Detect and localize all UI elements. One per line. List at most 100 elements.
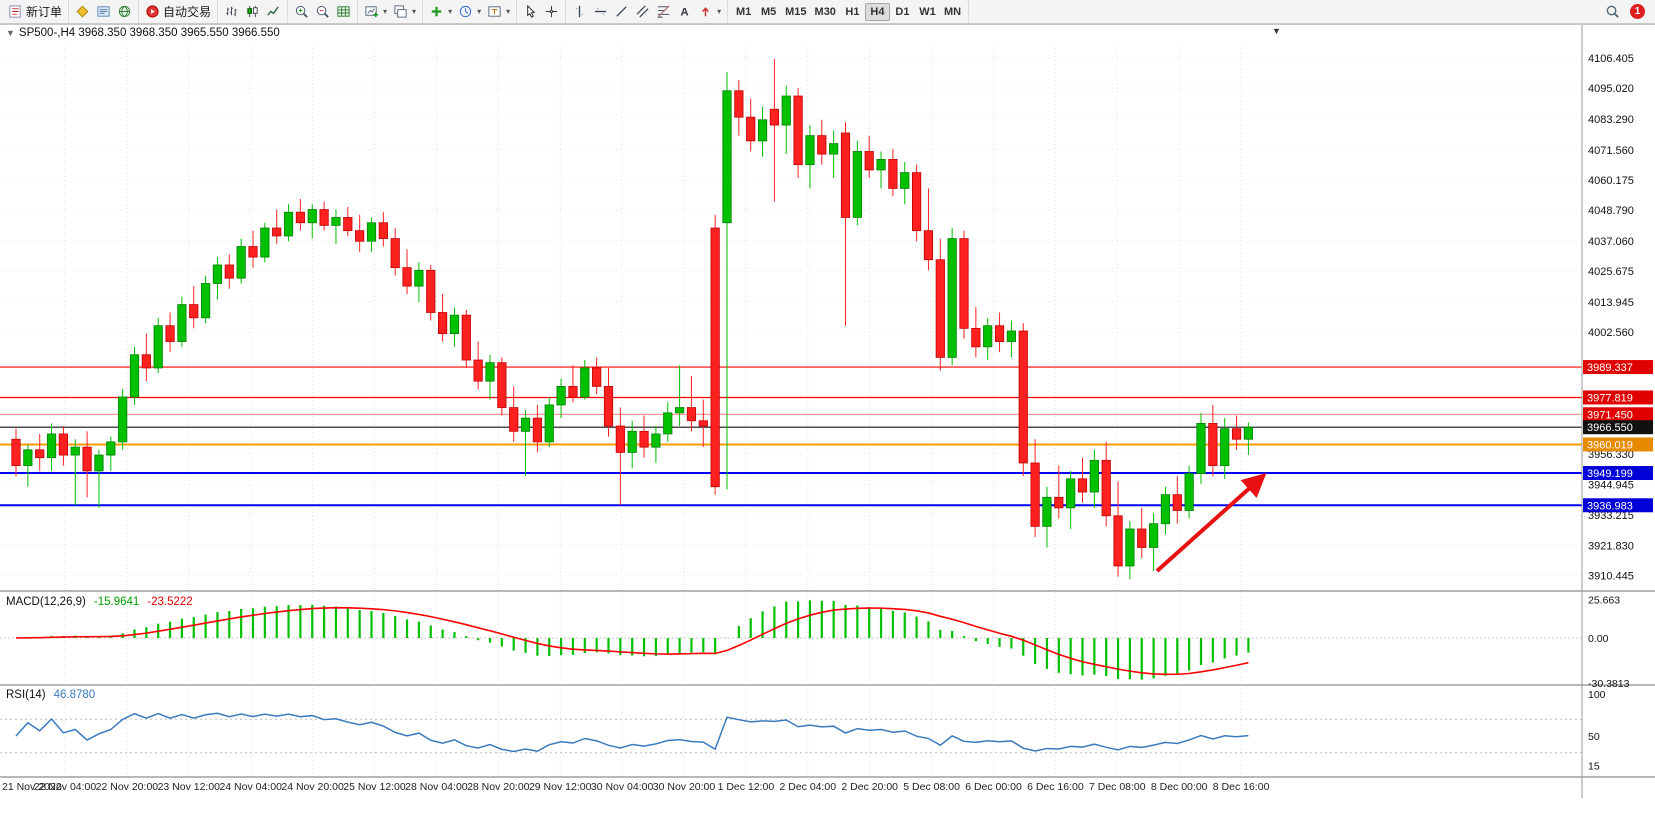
dropdown-caret-icon[interactable]: ▾ <box>383 6 388 16</box>
svg-text:3977.819: 3977.819 <box>1587 392 1633 404</box>
svg-text:3910.445: 3910.445 <box>1588 570 1634 582</box>
window-group: ▾ ▾ <box>358 0 424 23</box>
timeframe-W1[interactable]: W1 <box>919 5 936 18</box>
price-axis[interactable]: 4106.405 4095.020 4083.290 4071.560 4060.175… <box>1583 53 1653 772</box>
notification-badge[interactable]: 1 <box>1630 4 1645 19</box>
price-label-box <box>1583 360 1653 375</box>
horizontal-line-button[interactable] <box>590 2 611 21</box>
timeframe-M15[interactable]: M15 <box>785 5 807 18</box>
timeframe-M5[interactable]: M5 <box>760 5 777 18</box>
quotes-icon <box>97 6 110 17</box>
market-watch-button[interactable] <box>93 2 114 21</box>
timeframe-M1[interactable]: M1 <box>735 5 752 18</box>
timeframe-D1[interactable]: D1 <box>895 5 910 18</box>
svg-text:24 Nov 04:00: 24 Nov 04:00 <box>219 781 282 793</box>
svg-text:8 Dec 16:00: 8 Dec 16:00 <box>1213 781 1270 793</box>
bar-chart-button[interactable] <box>221 2 242 21</box>
rsi-value: 46.8780 <box>53 689 96 701</box>
pointer-group <box>517 0 567 23</box>
dropdown-caret-icon[interactable]: ▾ <box>412 6 417 16</box>
price-lines-layer <box>0 366 1582 507</box>
svg-text:5 Dec 08:00: 5 Dec 08:00 <box>903 781 960 793</box>
text-icon: A <box>681 6 689 18</box>
svg-text:25 Nov 12:00: 25 Nov 12:00 <box>343 781 406 793</box>
trendline-icon <box>616 6 627 17</box>
autotrading-button[interactable]: 自动交易 <box>142 1 214 22</box>
arrow-objects-button[interactable]: ▾ <box>695 2 724 21</box>
zoom-out-button[interactable] <box>312 2 333 21</box>
chart-window-icon <box>365 6 379 18</box>
dropdown-caret-icon[interactable]: ▾ <box>448 6 453 16</box>
fibonacci-button[interactable] <box>653 2 674 21</box>
insert-group: ▾ ▾ ▾ <box>423 0 518 23</box>
new-chart-button[interactable]: ▾ <box>361 2 390 21</box>
periods-button[interactable]: ▾ <box>455 2 484 21</box>
objects-group: A ▾ <box>566 0 729 23</box>
new-order-button[interactable]: 新订单 <box>5 1 65 22</box>
svg-text:-30.3813: -30.3813 <box>1588 678 1630 690</box>
zoom-out-icon <box>316 5 329 18</box>
equidistant-channel-button[interactable] <box>632 2 653 21</box>
svg-text:2 Dec 04:00: 2 Dec 04:00 <box>779 781 836 793</box>
search-icon <box>1606 5 1619 18</box>
crosshair-icon <box>545 5 558 18</box>
svg-text:4048.790: 4048.790 <box>1588 205 1634 217</box>
macd-name: MACD(12,26,9) <box>6 596 86 608</box>
chart-expand-arrow-icon[interactable]: ▼ <box>6 28 15 38</box>
svg-text:3966.550: 3966.550 <box>1587 422 1633 434</box>
globe-icon <box>118 5 131 18</box>
svg-text:6 Dec 00:00: 6 Dec 00:00 <box>965 781 1022 793</box>
trendline-button[interactable] <box>611 2 632 21</box>
chart-type-group <box>218 0 289 23</box>
svg-text:28 Nov 20:00: 28 Nov 20:00 <box>467 781 530 793</box>
charts-panel-button[interactable] <box>72 2 93 21</box>
timeframe-MN[interactable]: MN <box>943 5 962 18</box>
rsi-layer <box>0 712 1582 754</box>
timeframe-M30[interactable]: M30 <box>814 5 836 18</box>
timeframe-H1[interactable]: H1 <box>845 5 860 18</box>
line-chart-button[interactable] <box>263 2 284 21</box>
timeframe-H4[interactable]: H4 <box>864 2 890 21</box>
svg-text:29 Nov 12:00: 29 Nov 12:00 <box>529 781 592 793</box>
scroll-to-end-marker-icon[interactable]: ▼ <box>1272 26 1281 36</box>
svg-text:15: 15 <box>1588 760 1600 772</box>
svg-text:7 Dec 08:00: 7 Dec 08:00 <box>1089 781 1146 793</box>
candlestick-chart-button[interactable] <box>242 2 263 21</box>
svg-text:4013.945: 4013.945 <box>1588 297 1634 309</box>
svg-text:8 Dec 00:00: 8 Dec 00:00 <box>1151 781 1208 793</box>
cursor-button[interactable] <box>520 2 541 21</box>
chart-symbol-ohlc: ▼ SP500-,H4 3968.350 3968.350 3965.550 39… <box>6 27 280 39</box>
auto-arrange-button[interactable] <box>333 2 354 21</box>
fibo-icon <box>657 5 670 18</box>
vertical-line-button[interactable] <box>569 2 590 21</box>
navigator-button[interactable] <box>114 2 135 21</box>
svg-text:3971.450: 3971.450 <box>1587 409 1633 421</box>
arrows-icon <box>702 7 709 17</box>
candlestick-icon <box>247 5 258 18</box>
svg-text:4002.560: 4002.560 <box>1588 327 1634 339</box>
search-button[interactable] <box>1602 2 1623 21</box>
templates-button[interactable]: ▾ <box>484 2 513 21</box>
dropdown-caret-icon[interactable]: ▾ <box>477 6 482 16</box>
macd-indicator-label: MACD(12,26,9) -15.9641 -23.5222 <box>6 596 193 608</box>
dropdown-caret-icon[interactable]: ▾ <box>717 6 722 16</box>
autotrading-icon <box>146 5 159 18</box>
macd-signal-value: -23.5222 <box>147 596 193 608</box>
profiles-button[interactable]: ▾ <box>390 2 419 21</box>
crosshair-button[interactable] <box>541 2 562 21</box>
svg-text:4037.060: 4037.060 <box>1588 236 1634 248</box>
panel-chrome: ▼ <box>0 24 1655 798</box>
price-label-box <box>1583 466 1653 481</box>
dropdown-caret-icon[interactable]: ▾ <box>506 6 511 16</box>
text-label-button[interactable]: A <box>674 2 695 21</box>
svg-text:4071.560: 4071.560 <box>1588 145 1634 157</box>
svg-text:A: A <box>681 6 689 18</box>
svg-text:24 Nov 20:00: 24 Nov 20:00 <box>281 781 344 793</box>
svg-text:25.663: 25.663 <box>1588 595 1620 607</box>
zoom-in-button[interactable] <box>291 2 312 21</box>
order-group: 新订单 <box>2 0 70 23</box>
indicators-button[interactable]: ▾ <box>426 2 455 21</box>
